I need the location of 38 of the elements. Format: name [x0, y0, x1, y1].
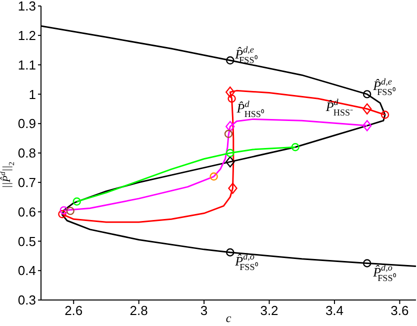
point — [228, 94, 236, 103]
y-tick-label: 0.4 — [18, 263, 36, 278]
y-tick-label: 1.1 — [18, 57, 36, 72]
x-axis-title: c — [226, 311, 232, 325]
point — [226, 56, 234, 64]
point — [226, 248, 234, 256]
y-tick-label: 0.8 — [18, 146, 36, 161]
x-tick-label: 3 — [200, 303, 208, 318]
y-tick-label: 1.3 — [18, 0, 36, 14]
point — [210, 172, 218, 181]
point — [362, 259, 372, 268]
x-tick-label: 3.4 — [325, 303, 344, 318]
point — [226, 120, 235, 132]
point — [226, 86, 235, 98]
x-tick-label: 3.2 — [260, 303, 278, 318]
point — [362, 90, 372, 98]
x-tick-label: 2.8 — [130, 303, 148, 318]
point — [362, 120, 372, 132]
y-tick-label: 1.2 — [18, 28, 36, 44]
y-tick-label: 0.3 — [18, 292, 36, 308]
y-tick-label: 0.5 — [18, 234, 36, 249]
y-tick-label: 0.6 — [18, 204, 36, 220]
y-tick-label: 0.7 — [18, 175, 36, 190]
y-tick-label: 1 — [28, 86, 36, 102]
point — [226, 156, 235, 168]
x-tick-label: 2.6 — [64, 303, 83, 318]
point — [380, 110, 390, 119]
point — [224, 130, 233, 138]
point — [60, 206, 68, 214]
point — [66, 206, 74, 216]
point — [291, 143, 300, 152]
point — [58, 210, 66, 218]
point — [72, 197, 81, 206]
y-tick-label: 0.9 — [18, 116, 36, 132]
point — [226, 148, 234, 158]
point — [362, 103, 372, 114]
x-tick-label: 3.6 — [390, 303, 409, 318]
point — [228, 182, 238, 194]
